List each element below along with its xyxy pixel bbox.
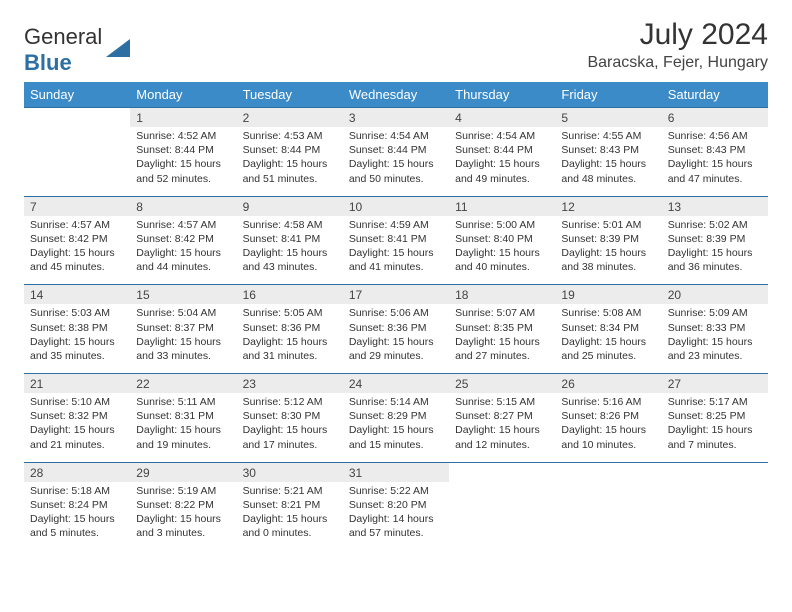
day-number: 9	[237, 196, 343, 216]
weekday-header: Wednesday	[343, 82, 449, 108]
day-number-row: 78910111213	[24, 196, 768, 216]
day-cell: Sunrise: 5:02 AMSunset: 8:39 PMDaylight:…	[662, 216, 768, 285]
day-cell: Sunrise: 5:16 AMSunset: 8:26 PMDaylight:…	[555, 393, 661, 462]
day-cell: Sunrise: 4:58 AMSunset: 8:41 PMDaylight:…	[237, 216, 343, 285]
day-number: 15	[130, 285, 236, 305]
logo-text-part2: Blue	[24, 50, 72, 75]
day-number: 16	[237, 285, 343, 305]
month-title: July 2024	[587, 18, 768, 52]
logo-text: General Blue	[24, 24, 102, 76]
day-cell: Sunrise: 4:59 AMSunset: 8:41 PMDaylight:…	[343, 216, 449, 285]
weekday-header: Tuesday	[237, 82, 343, 108]
day-cell: Sunrise: 5:14 AMSunset: 8:29 PMDaylight:…	[343, 393, 449, 462]
location-label: Baracska, Fejer, Hungary	[587, 54, 768, 72]
day-cell: Sunrise: 4:54 AMSunset: 8:44 PMDaylight:…	[343, 127, 449, 196]
day-content-row: Sunrise: 5:10 AMSunset: 8:32 PMDaylight:…	[24, 393, 768, 462]
day-cell: Sunrise: 5:17 AMSunset: 8:25 PMDaylight:…	[662, 393, 768, 462]
day-cell: Sunrise: 4:57 AMSunset: 8:42 PMDaylight:…	[130, 216, 236, 285]
day-number: 26	[555, 374, 661, 394]
day-cell: Sunrise: 4:56 AMSunset: 8:43 PMDaylight:…	[662, 127, 768, 196]
day-number: 31	[343, 462, 449, 482]
day-cell: Sunrise: 4:53 AMSunset: 8:44 PMDaylight:…	[237, 127, 343, 196]
day-cell: Sunrise: 5:12 AMSunset: 8:30 PMDaylight:…	[237, 393, 343, 462]
calendar-table: SundayMondayTuesdayWednesdayThursdayFrid…	[24, 82, 768, 550]
day-cell: Sunrise: 5:15 AMSunset: 8:27 PMDaylight:…	[449, 393, 555, 462]
day-cell	[24, 127, 130, 196]
day-number: 8	[130, 196, 236, 216]
day-number: 18	[449, 285, 555, 305]
day-content-row: Sunrise: 5:03 AMSunset: 8:38 PMDaylight:…	[24, 304, 768, 373]
day-number	[24, 108, 130, 128]
day-number: 14	[24, 285, 130, 305]
day-cell: Sunrise: 5:00 AMSunset: 8:40 PMDaylight:…	[449, 216, 555, 285]
day-number: 17	[343, 285, 449, 305]
day-number: 10	[343, 196, 449, 216]
day-number-row: 14151617181920	[24, 285, 768, 305]
day-number: 30	[237, 462, 343, 482]
day-number: 1	[130, 108, 236, 128]
weekday-header: Friday	[555, 82, 661, 108]
day-cell: Sunrise: 4:57 AMSunset: 8:42 PMDaylight:…	[24, 216, 130, 285]
day-cell: Sunrise: 5:07 AMSunset: 8:35 PMDaylight:…	[449, 304, 555, 373]
header: General Blue July 2024 Baracska, Fejer, …	[24, 18, 768, 76]
logo: General Blue	[24, 24, 132, 76]
day-number: 27	[662, 374, 768, 394]
day-cell: Sunrise: 5:08 AMSunset: 8:34 PMDaylight:…	[555, 304, 661, 373]
day-cell: Sunrise: 5:06 AMSunset: 8:36 PMDaylight:…	[343, 304, 449, 373]
day-number: 11	[449, 196, 555, 216]
logo-text-part1: General	[24, 24, 102, 49]
day-number	[449, 462, 555, 482]
day-number	[555, 462, 661, 482]
day-number: 2	[237, 108, 343, 128]
day-cell: Sunrise: 5:04 AMSunset: 8:37 PMDaylight:…	[130, 304, 236, 373]
day-cell: Sunrise: 4:52 AMSunset: 8:44 PMDaylight:…	[130, 127, 236, 196]
weekday-header: Thursday	[449, 82, 555, 108]
day-number: 22	[130, 374, 236, 394]
day-number: 19	[555, 285, 661, 305]
day-cell: Sunrise: 4:54 AMSunset: 8:44 PMDaylight:…	[449, 127, 555, 196]
day-content-row: Sunrise: 5:18 AMSunset: 8:24 PMDaylight:…	[24, 482, 768, 551]
calendar-page: General Blue July 2024 Baracska, Fejer, …	[0, 0, 792, 550]
day-number: 4	[449, 108, 555, 128]
day-cell: Sunrise: 5:03 AMSunset: 8:38 PMDaylight:…	[24, 304, 130, 373]
day-number: 24	[343, 374, 449, 394]
day-cell	[662, 482, 768, 551]
day-number: 13	[662, 196, 768, 216]
day-number: 28	[24, 462, 130, 482]
weekday-header: Saturday	[662, 82, 768, 108]
day-content-row: Sunrise: 4:52 AMSunset: 8:44 PMDaylight:…	[24, 127, 768, 196]
day-number-row: 21222324252627	[24, 374, 768, 394]
day-number: 20	[662, 285, 768, 305]
day-number: 23	[237, 374, 343, 394]
day-cell: Sunrise: 5:05 AMSunset: 8:36 PMDaylight:…	[237, 304, 343, 373]
day-content-row: Sunrise: 4:57 AMSunset: 8:42 PMDaylight:…	[24, 216, 768, 285]
day-cell: Sunrise: 5:11 AMSunset: 8:31 PMDaylight:…	[130, 393, 236, 462]
day-number: 5	[555, 108, 661, 128]
day-number: 12	[555, 196, 661, 216]
day-number	[662, 462, 768, 482]
day-cell: Sunrise: 5:21 AMSunset: 8:21 PMDaylight:…	[237, 482, 343, 551]
day-number: 3	[343, 108, 449, 128]
day-number: 25	[449, 374, 555, 394]
day-cell: Sunrise: 5:18 AMSunset: 8:24 PMDaylight:…	[24, 482, 130, 551]
day-cell	[449, 482, 555, 551]
day-cell: Sunrise: 5:10 AMSunset: 8:32 PMDaylight:…	[24, 393, 130, 462]
weekday-header: Monday	[130, 82, 236, 108]
weekday-header: Sunday	[24, 82, 130, 108]
day-cell: Sunrise: 5:01 AMSunset: 8:39 PMDaylight:…	[555, 216, 661, 285]
day-number-row: 123456	[24, 108, 768, 128]
day-cell: Sunrise: 5:19 AMSunset: 8:22 PMDaylight:…	[130, 482, 236, 551]
day-number: 6	[662, 108, 768, 128]
day-number: 29	[130, 462, 236, 482]
day-cell: Sunrise: 4:55 AMSunset: 8:43 PMDaylight:…	[555, 127, 661, 196]
logo-triangle-icon	[104, 37, 132, 64]
day-cell: Sunrise: 5:09 AMSunset: 8:33 PMDaylight:…	[662, 304, 768, 373]
weekday-header-row: SundayMondayTuesdayWednesdayThursdayFrid…	[24, 82, 768, 108]
title-block: July 2024 Baracska, Fejer, Hungary	[587, 18, 768, 72]
day-number: 21	[24, 374, 130, 394]
day-number-row: 28293031	[24, 462, 768, 482]
day-cell: Sunrise: 5:22 AMSunset: 8:20 PMDaylight:…	[343, 482, 449, 551]
day-cell	[555, 482, 661, 551]
day-number: 7	[24, 196, 130, 216]
